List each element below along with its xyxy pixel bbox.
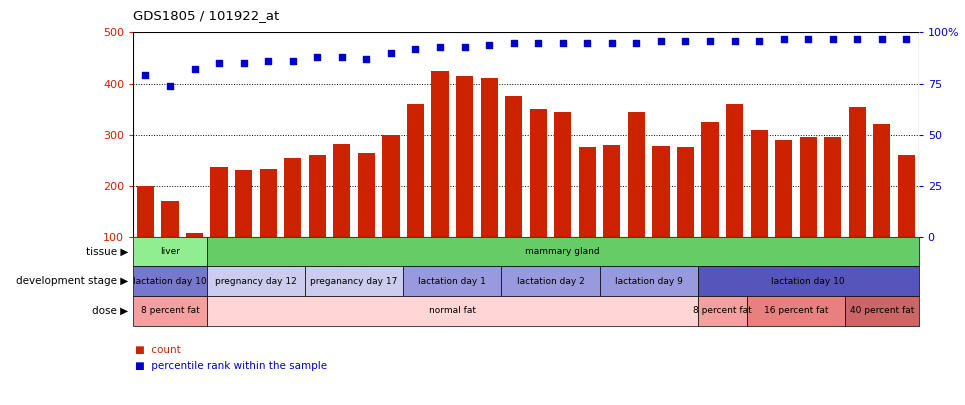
Bar bbox=[284, 158, 301, 288]
Bar bbox=[849, 107, 866, 288]
Bar bbox=[603, 145, 620, 288]
Bar bbox=[309, 155, 326, 288]
Bar bbox=[652, 146, 670, 288]
Point bbox=[752, 37, 767, 44]
Point bbox=[456, 43, 472, 50]
Point bbox=[211, 60, 227, 66]
Bar bbox=[431, 71, 449, 288]
Bar bbox=[628, 112, 645, 288]
Text: GDS1805 / 101922_at: GDS1805 / 101922_at bbox=[133, 9, 280, 22]
Bar bbox=[824, 137, 841, 288]
Bar bbox=[456, 76, 473, 288]
Text: lactation day 10: lactation day 10 bbox=[771, 277, 845, 286]
Bar bbox=[382, 134, 400, 288]
Text: liver: liver bbox=[160, 247, 180, 256]
Text: lactation day 1: lactation day 1 bbox=[419, 277, 486, 286]
Bar bbox=[726, 104, 743, 288]
Bar bbox=[186, 233, 203, 288]
Point bbox=[604, 39, 620, 46]
Text: tissue ▶: tissue ▶ bbox=[86, 247, 128, 257]
Text: preganancy day 17: preganancy day 17 bbox=[311, 277, 398, 286]
Text: 8 percent fat: 8 percent fat bbox=[141, 306, 200, 315]
Bar bbox=[505, 96, 522, 288]
Bar bbox=[481, 79, 498, 288]
Bar bbox=[530, 109, 547, 288]
Point bbox=[874, 35, 890, 42]
Bar bbox=[873, 124, 891, 288]
Point bbox=[261, 58, 276, 64]
Text: ■  count: ■ count bbox=[135, 345, 180, 355]
Bar bbox=[800, 137, 816, 288]
Bar bbox=[235, 171, 252, 288]
Point bbox=[506, 39, 521, 46]
Point bbox=[432, 43, 448, 50]
Point bbox=[383, 49, 399, 56]
Point bbox=[776, 35, 791, 42]
Bar bbox=[897, 155, 915, 288]
Point bbox=[359, 56, 374, 62]
Bar bbox=[579, 147, 595, 288]
Text: normal fat: normal fat bbox=[428, 306, 476, 315]
Point bbox=[310, 54, 325, 60]
Bar bbox=[751, 130, 768, 288]
Text: mammary gland: mammary gland bbox=[525, 247, 600, 256]
Point bbox=[825, 35, 841, 42]
Point bbox=[703, 37, 718, 44]
Point bbox=[482, 41, 497, 48]
Bar bbox=[161, 201, 179, 288]
Text: 16 percent fat: 16 percent fat bbox=[763, 306, 828, 315]
Text: lactation day 10: lactation day 10 bbox=[133, 277, 207, 286]
Bar bbox=[676, 147, 694, 288]
Point bbox=[285, 58, 300, 64]
Point bbox=[898, 35, 914, 42]
Text: lactation day 2: lactation day 2 bbox=[516, 277, 585, 286]
Point bbox=[531, 39, 546, 46]
Bar bbox=[260, 169, 277, 288]
Point bbox=[138, 72, 153, 79]
Text: lactation day 9: lactation day 9 bbox=[615, 277, 682, 286]
Point bbox=[849, 35, 865, 42]
Bar bbox=[554, 112, 571, 288]
Point bbox=[162, 82, 178, 89]
Text: ■  percentile rank within the sample: ■ percentile rank within the sample bbox=[135, 361, 327, 371]
Point bbox=[187, 66, 203, 72]
Point bbox=[555, 39, 570, 46]
Point bbox=[677, 37, 693, 44]
Text: pregnancy day 12: pregnancy day 12 bbox=[215, 277, 297, 286]
Bar bbox=[702, 122, 719, 288]
Point bbox=[580, 39, 595, 46]
Bar bbox=[333, 144, 350, 288]
Point bbox=[235, 60, 251, 66]
Bar bbox=[137, 186, 154, 288]
Point bbox=[628, 39, 644, 46]
Text: 40 percent fat: 40 percent fat bbox=[849, 306, 914, 315]
Bar bbox=[407, 104, 424, 288]
Bar bbox=[775, 140, 792, 288]
Point bbox=[801, 35, 816, 42]
Text: 8 percent fat: 8 percent fat bbox=[693, 306, 752, 315]
Point bbox=[408, 45, 424, 52]
Text: dose ▶: dose ▶ bbox=[93, 306, 128, 316]
Bar bbox=[210, 167, 228, 288]
Point bbox=[727, 37, 742, 44]
Point bbox=[334, 54, 349, 60]
Text: development stage ▶: development stage ▶ bbox=[16, 276, 128, 286]
Point bbox=[653, 37, 669, 44]
Bar bbox=[358, 153, 375, 288]
